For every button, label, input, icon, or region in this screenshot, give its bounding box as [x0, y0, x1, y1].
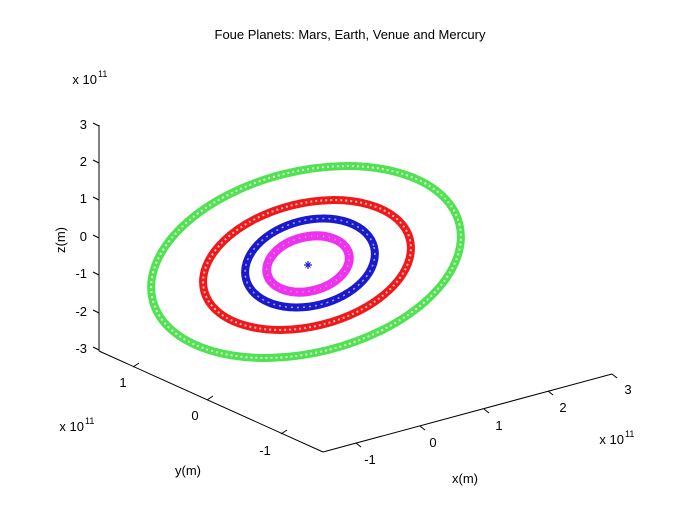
orbit-mars — [147, 162, 465, 362]
z-axis-multiplier: x 10 11 — [72, 69, 107, 87]
svg-text:x 10: x 10 — [59, 419, 84, 434]
z-tick-label: -3 — [75, 341, 87, 356]
z-axis-label: z(m) — [53, 227, 68, 253]
y-tick-label: 1 — [119, 375, 126, 390]
sun-marker-icon — [304, 261, 312, 269]
svg-text:x 10: x 10 — [599, 432, 624, 447]
z-tick-label: 2 — [80, 154, 87, 169]
y-tick-label: -1 — [259, 443, 271, 458]
orbit-venus — [241, 214, 379, 312]
z-tick-label: 1 — [80, 191, 87, 206]
y-tick-label: 0 — [191, 408, 198, 423]
z-ticks — [92, 122, 100, 351]
svg-text:11: 11 — [625, 429, 634, 439]
svg-text:11: 11 — [98, 69, 107, 79]
z-tick-label: -1 — [75, 266, 87, 281]
x-tick-label: 2 — [559, 400, 566, 415]
y-axis-multiplier: x 10 11 — [59, 416, 94, 434]
z-tick-label: 3 — [80, 117, 87, 132]
svg-text:x 10: x 10 — [72, 72, 97, 87]
y-axis-label: y(m) — [175, 463, 201, 478]
y-axis: 1 0 -1 y(m) x 10 11 — [59, 350, 324, 478]
orbit-earth — [199, 196, 415, 334]
x-axis: -1 0 1 2 3 x(m) x 10 11 — [322, 373, 634, 486]
orbits — [147, 162, 465, 362]
x-tick-label: 1 — [495, 418, 502, 433]
z-tick-label: 0 — [80, 229, 87, 244]
chart-title: Foue Planets: Mars, Earth, Venue and Mer… — [215, 27, 486, 42]
svg-text:11: 11 — [85, 416, 94, 426]
z-tick-label: -2 — [75, 304, 87, 319]
x-axis-multiplier: x 10 11 — [599, 429, 634, 447]
orbit-mercury — [262, 231, 354, 297]
x-axis-label: x(m) — [452, 471, 478, 486]
x-tick-label: 3 — [624, 382, 631, 397]
x-tick-label: 0 — [429, 435, 436, 450]
z-axis: 3 2 1 0 -1 -2 -3 z(m) x 10 11 — [53, 69, 107, 356]
x-tick-label: -1 — [364, 452, 376, 467]
